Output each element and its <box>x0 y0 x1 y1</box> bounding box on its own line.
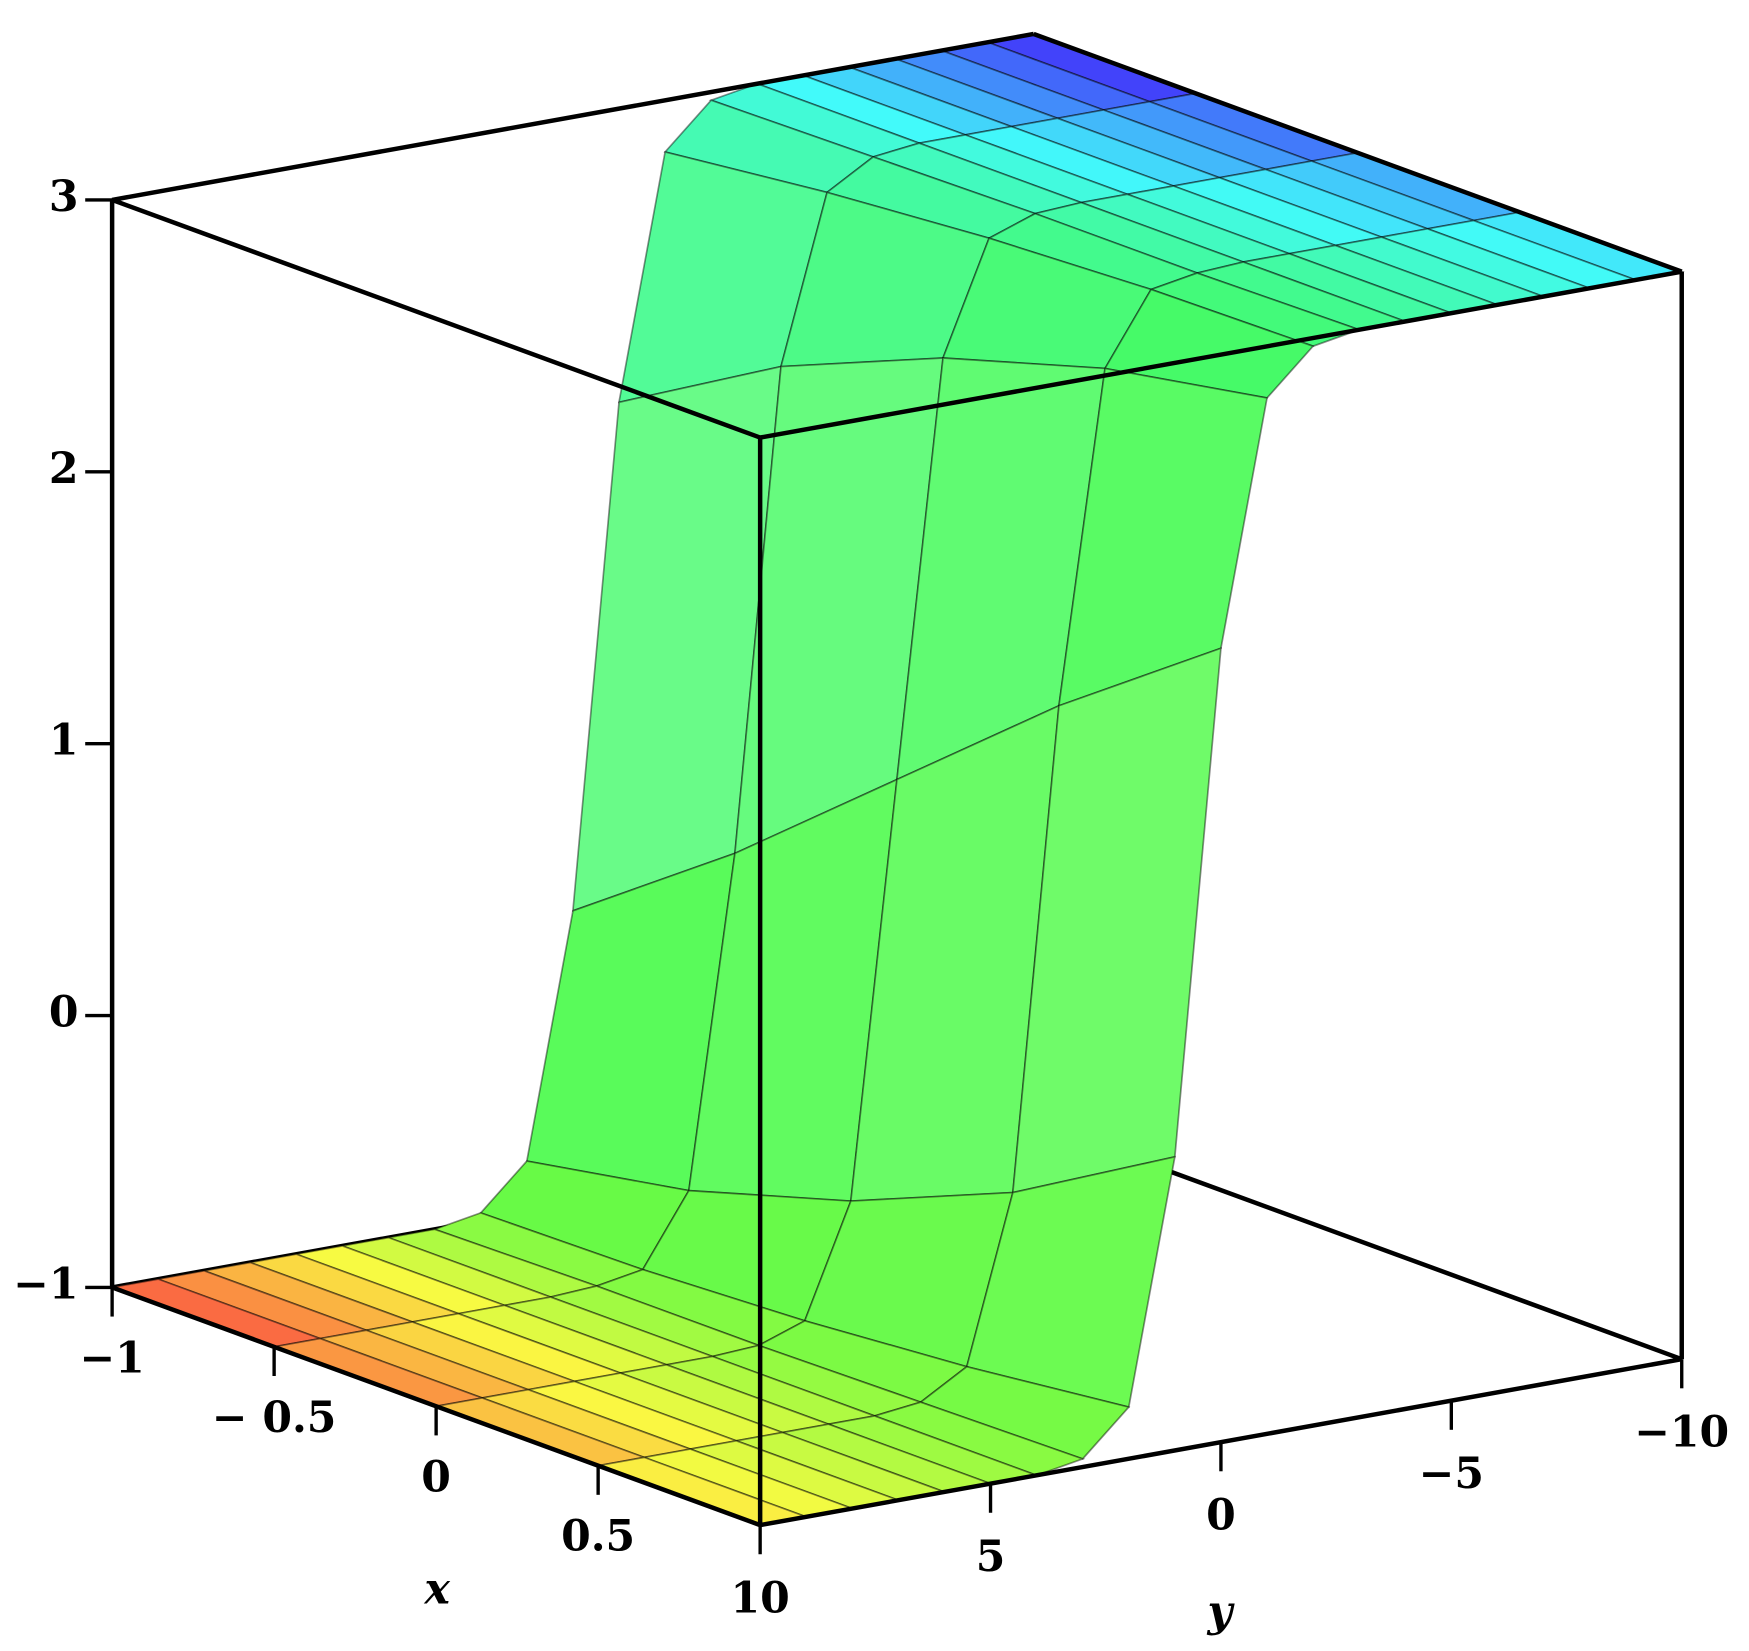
box-edge <box>111 197 761 440</box>
y-tick-label: 5 <box>976 1532 1006 1582</box>
z-tick-label: −1 <box>13 1259 78 1309</box>
y-tick-label: −10 <box>1634 1407 1729 1457</box>
z-tick-label: 2 <box>49 444 79 494</box>
box-edge <box>759 269 1683 440</box>
box-edge <box>1032 31 1683 274</box>
x-tick-label: 0.5 <box>561 1512 635 1562</box>
y-axis-title: y <box>1206 1587 1235 1637</box>
x-tick-label: − 0.5 <box>212 1393 337 1443</box>
x-tick-label: 0 <box>421 1452 451 1502</box>
y-tick-label: −5 <box>1419 1449 1484 1499</box>
box-edge <box>111 31 1035 203</box>
x-axis-title: x <box>424 1564 451 1614</box>
z-tick-label: 3 <box>49 172 79 222</box>
x-tick-label: −1 <box>79 1333 144 1383</box>
y-tick-label: 0 <box>1206 1490 1236 1540</box>
y-tick-label: 10 <box>731 1573 790 1623</box>
z-tick-label: 0 <box>49 988 79 1038</box>
z-tick-label: 1 <box>49 716 79 766</box>
surface <box>108 33 1685 1526</box>
